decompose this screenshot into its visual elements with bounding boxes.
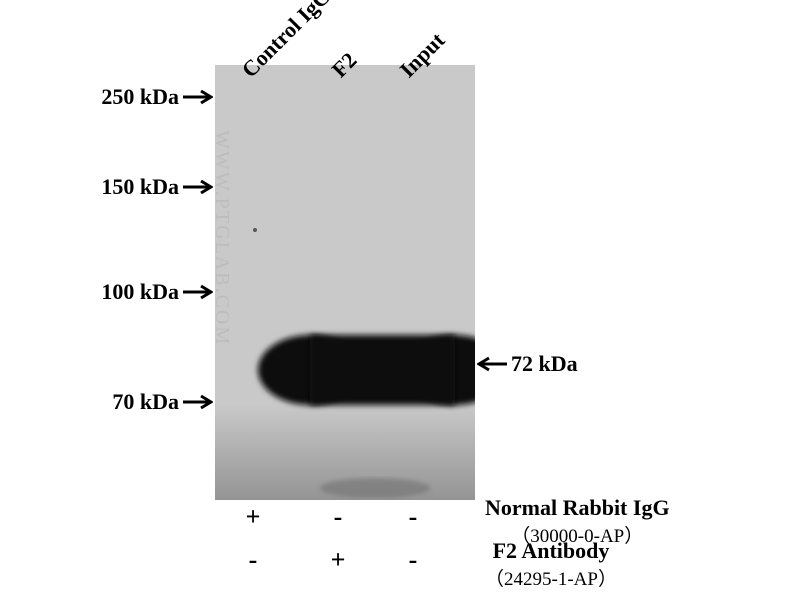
target-band-marker: 72 kDa xyxy=(477,351,578,377)
treatment-caption: F2 Antibody（24295-1-AP） xyxy=(485,538,617,591)
plus-mark: + xyxy=(238,502,268,532)
mw-marker-label: 70 kDa xyxy=(112,389,179,415)
minus-mark: - xyxy=(398,545,428,575)
arrow-left-icon xyxy=(477,356,507,372)
mw-marker: 150 kDa xyxy=(101,174,213,200)
mw-marker-label: 250 kDa xyxy=(101,84,179,110)
treatment-caption-main: Normal Rabbit IgG xyxy=(485,495,670,521)
plus-mark: + xyxy=(323,545,353,575)
mw-marker-label: 100 kDa xyxy=(101,279,179,305)
mw-marker: 100 kDa xyxy=(101,279,213,305)
minus-mark: - xyxy=(323,502,353,532)
mw-marker: 250 kDa xyxy=(101,84,213,110)
arrow-right-icon xyxy=(183,179,213,195)
target-band-label: 72 kDa xyxy=(511,351,578,377)
treatment-caption-sub: （24295-1-AP） xyxy=(485,564,617,591)
arrow-right-icon xyxy=(183,89,213,105)
minus-mark: - xyxy=(398,502,428,532)
arrow-right-icon xyxy=(183,394,213,410)
mw-marker-label: 150 kDa xyxy=(101,174,179,200)
mw-marker: 70 kDa xyxy=(112,389,213,415)
minus-mark: - xyxy=(238,545,268,575)
blot-membrane xyxy=(215,65,475,500)
arrow-right-icon xyxy=(183,284,213,300)
treatment-caption-main: F2 Antibody xyxy=(485,538,617,564)
ip-western-blot-figure: WWW.PTGLAB.COM 250 kDa150 kDa100 kDa70 k… xyxy=(0,0,800,600)
